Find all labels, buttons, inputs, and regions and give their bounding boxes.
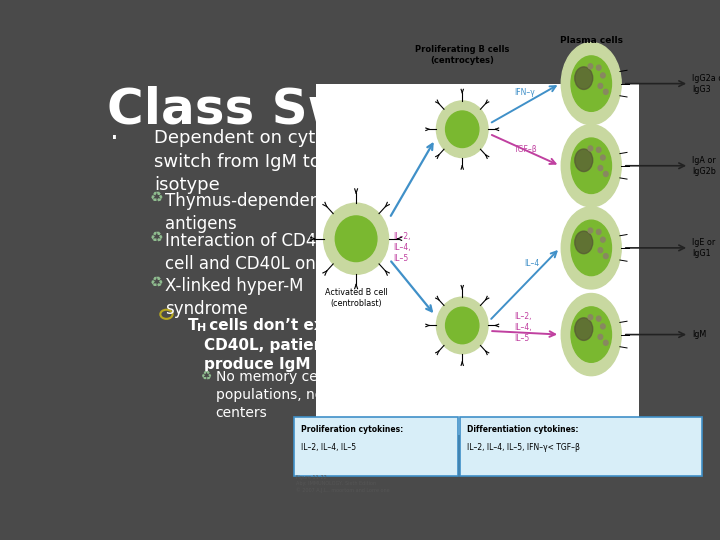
FancyBboxPatch shape (316, 84, 639, 435)
Text: Differentiation cytokines:: Differentiation cytokines: (467, 425, 579, 434)
Circle shape (596, 316, 601, 321)
Text: ♻: ♻ (150, 275, 163, 290)
Circle shape (596, 65, 601, 70)
Text: ♻: ♻ (150, 190, 163, 205)
Text: IgE or
IgG1: IgE or IgG1 (692, 238, 715, 258)
Ellipse shape (562, 125, 621, 207)
Text: T: T (188, 319, 198, 333)
Ellipse shape (571, 56, 611, 111)
Text: ♻: ♻ (201, 369, 212, 382)
Circle shape (600, 155, 606, 160)
Text: IL–4: IL–4 (525, 259, 540, 268)
Ellipse shape (571, 307, 611, 362)
Text: IFN–γ: IFN–γ (514, 88, 535, 97)
Text: Dependent on cytokines to
switch from IgM to other
isotype: Dependent on cytokines to switch from Ig… (154, 129, 397, 194)
Circle shape (596, 147, 601, 152)
Text: H: H (197, 322, 206, 333)
Text: Thymus-dependent
antigens: Thymus-dependent antigens (166, 192, 327, 233)
Text: IL–2,
IL–4,
IL–5: IL–2, IL–4, IL–5 (394, 232, 411, 264)
Circle shape (598, 248, 603, 253)
Ellipse shape (562, 207, 621, 289)
Circle shape (436, 101, 488, 158)
Circle shape (598, 166, 603, 171)
Text: Class Switching: Class Switching (107, 85, 549, 133)
Text: TGF–β: TGF–β (514, 145, 538, 154)
Text: ·: · (109, 125, 118, 153)
Text: Interaction of CD40 on B
cell and CD40L on T cell: Interaction of CD40 on B cell and CD40L … (166, 232, 369, 273)
Text: No memory cell
populations, no germinal
centers: No memory cell populations, no germinal … (215, 370, 389, 420)
Circle shape (603, 254, 608, 259)
FancyBboxPatch shape (460, 417, 701, 476)
Text: IL–2, IL–4, IL–5, IFN–γ< TGF–β: IL–2, IL–4, IL–5, IFN–γ< TGF–β (467, 443, 580, 452)
Ellipse shape (562, 294, 621, 376)
Circle shape (600, 324, 606, 329)
Ellipse shape (562, 43, 621, 125)
Text: Proliferation cytokines:: Proliferation cytokines: (301, 425, 403, 434)
Ellipse shape (575, 318, 593, 340)
Text: X-linked hyper-M
syndrome: X-linked hyper-M syndrome (166, 277, 304, 318)
Circle shape (600, 73, 606, 78)
Text: Figure 11-22
Aby: IMMUNOLOGY, Sixth Edition
© 2007 A.J.L., moortom and Lorre one: Figure 11-22 Aby: IMMUNOLOGY, Sixth Edit… (296, 475, 390, 494)
Text: Plasma cells: Plasma cells (559, 36, 623, 45)
Circle shape (588, 228, 593, 233)
Ellipse shape (575, 231, 593, 254)
Circle shape (588, 315, 593, 320)
Circle shape (324, 203, 389, 274)
Text: IgM: IgM (692, 330, 706, 339)
Ellipse shape (575, 67, 593, 90)
FancyBboxPatch shape (294, 417, 458, 476)
Text: Activated B cell
(centroblast): Activated B cell (centroblast) (325, 288, 387, 308)
Ellipse shape (575, 149, 593, 172)
Text: IgA or
IgG2b: IgA or IgG2b (692, 156, 716, 176)
Text: cells don’t express
CD40L, patients only
produce IgM: cells don’t express CD40L, patients only… (204, 319, 383, 372)
Circle shape (446, 111, 479, 147)
Text: IgG2a or
IgG3: IgG2a or IgG3 (692, 73, 720, 93)
Text: IL–2, IL–4, IL–5: IL–2, IL–4, IL–5 (301, 443, 356, 452)
Circle shape (598, 334, 603, 339)
Circle shape (446, 307, 479, 344)
Ellipse shape (571, 220, 611, 275)
Circle shape (603, 89, 608, 94)
Text: Proliferating B cells
(centrocytes): Proliferating B cells (centrocytes) (415, 45, 510, 65)
Circle shape (600, 237, 606, 242)
Ellipse shape (571, 138, 611, 193)
Circle shape (588, 64, 593, 69)
Circle shape (603, 172, 608, 177)
Text: ♻: ♻ (150, 230, 163, 245)
Circle shape (588, 146, 593, 151)
Circle shape (598, 83, 603, 89)
Circle shape (603, 340, 608, 345)
Text: IL–2,
IL–4,
IL–5: IL–2, IL–4, IL–5 (514, 312, 532, 343)
Circle shape (596, 230, 601, 234)
Circle shape (436, 297, 488, 354)
Circle shape (336, 216, 377, 261)
